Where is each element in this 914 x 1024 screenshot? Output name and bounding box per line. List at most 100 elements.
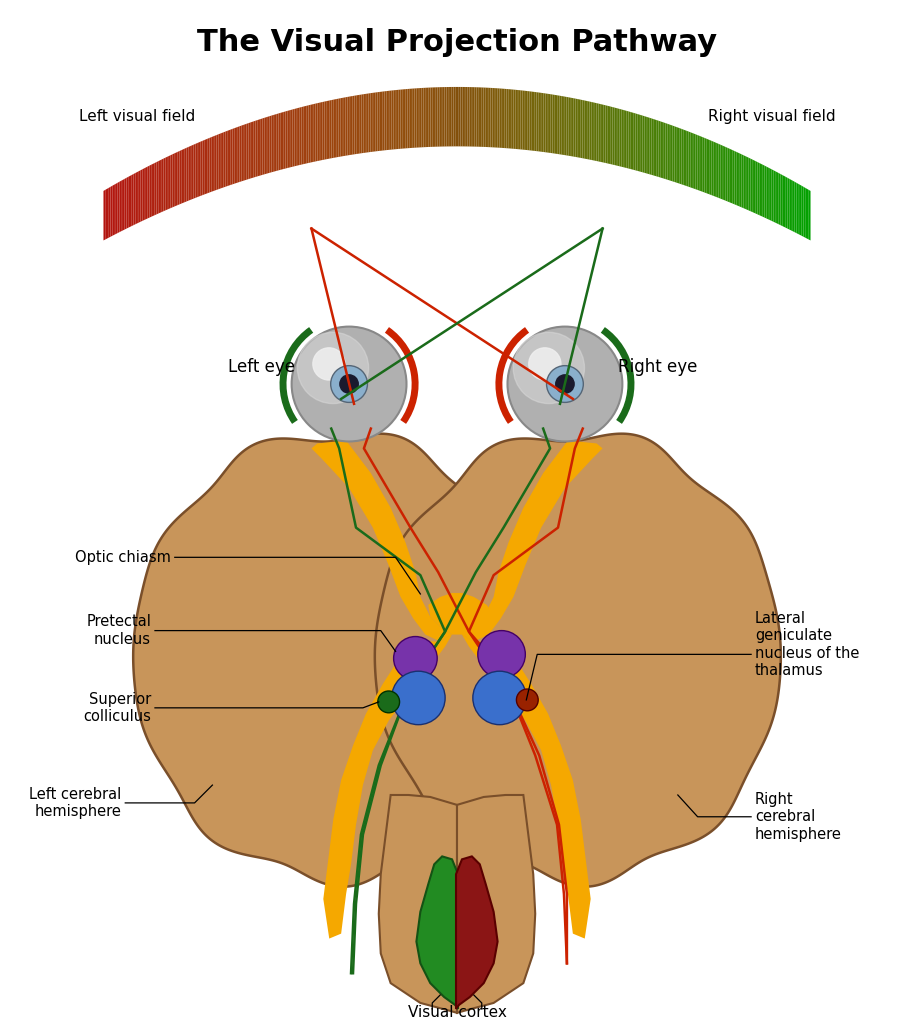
Polygon shape <box>809 189 811 241</box>
Polygon shape <box>650 118 652 175</box>
Polygon shape <box>607 105 609 164</box>
Text: Right
cerebral
hemisphere: Right cerebral hemisphere <box>755 792 842 842</box>
Polygon shape <box>326 100 328 160</box>
Polygon shape <box>496 88 497 147</box>
Polygon shape <box>323 101 324 160</box>
Text: Lateral
geniculate
nucleus of the
thalamus: Lateral geniculate nucleus of the thalam… <box>755 611 859 678</box>
Polygon shape <box>362 94 364 154</box>
Polygon shape <box>794 182 796 233</box>
Polygon shape <box>756 161 758 214</box>
Polygon shape <box>503 89 505 148</box>
Polygon shape <box>800 184 802 236</box>
Polygon shape <box>758 162 760 215</box>
Text: Right visual field: Right visual field <box>707 110 835 124</box>
Polygon shape <box>103 189 105 241</box>
Polygon shape <box>438 87 440 146</box>
Polygon shape <box>473 87 474 146</box>
Polygon shape <box>514 90 515 148</box>
Polygon shape <box>234 128 236 183</box>
Polygon shape <box>204 139 206 195</box>
Polygon shape <box>529 91 531 151</box>
Polygon shape <box>259 119 260 176</box>
Polygon shape <box>236 127 238 183</box>
Polygon shape <box>434 87 436 146</box>
Polygon shape <box>665 123 667 179</box>
Polygon shape <box>485 88 487 147</box>
Polygon shape <box>494 88 496 147</box>
Polygon shape <box>569 97 570 156</box>
Polygon shape <box>292 109 294 167</box>
Polygon shape <box>489 88 491 147</box>
Polygon shape <box>199 141 201 197</box>
Polygon shape <box>765 166 766 218</box>
Polygon shape <box>203 140 204 196</box>
Polygon shape <box>711 141 713 196</box>
Polygon shape <box>358 95 360 154</box>
Polygon shape <box>310 104 312 163</box>
Polygon shape <box>678 128 680 183</box>
Polygon shape <box>586 100 588 160</box>
Circle shape <box>297 333 368 403</box>
Polygon shape <box>256 120 257 177</box>
Polygon shape <box>701 136 703 191</box>
Polygon shape <box>413 88 415 147</box>
Polygon shape <box>241 125 243 181</box>
Text: Optic chiasm: Optic chiasm <box>75 550 171 565</box>
Polygon shape <box>383 91 385 151</box>
Polygon shape <box>151 164 153 217</box>
Polygon shape <box>632 113 633 170</box>
Polygon shape <box>664 123 665 179</box>
Polygon shape <box>344 97 345 156</box>
Polygon shape <box>798 183 800 234</box>
Polygon shape <box>468 87 470 146</box>
Polygon shape <box>556 95 558 154</box>
Polygon shape <box>565 96 567 156</box>
Polygon shape <box>482 87 484 146</box>
Polygon shape <box>561 96 563 155</box>
Polygon shape <box>533 92 535 151</box>
Polygon shape <box>415 88 417 147</box>
Polygon shape <box>135 172 137 224</box>
Polygon shape <box>285 111 287 169</box>
Circle shape <box>514 333 584 403</box>
Polygon shape <box>144 168 146 220</box>
Polygon shape <box>761 164 763 217</box>
Circle shape <box>529 348 561 380</box>
Polygon shape <box>432 87 434 146</box>
Polygon shape <box>417 856 458 1009</box>
Polygon shape <box>400 89 402 148</box>
Polygon shape <box>770 168 771 221</box>
Text: Right eye: Right eye <box>619 358 697 376</box>
Polygon shape <box>448 87 450 146</box>
Polygon shape <box>777 172 779 224</box>
Polygon shape <box>164 158 165 211</box>
Polygon shape <box>345 97 347 156</box>
Text: Left eye: Left eye <box>228 358 295 376</box>
Polygon shape <box>552 94 554 154</box>
Polygon shape <box>120 181 122 232</box>
Polygon shape <box>521 90 523 150</box>
Polygon shape <box>266 117 268 174</box>
Polygon shape <box>171 155 173 208</box>
Polygon shape <box>298 108 300 166</box>
Polygon shape <box>697 135 699 190</box>
Polygon shape <box>114 183 116 234</box>
Polygon shape <box>682 129 684 185</box>
Polygon shape <box>239 126 241 182</box>
Polygon shape <box>752 160 754 213</box>
Polygon shape <box>597 103 599 162</box>
Polygon shape <box>633 113 635 170</box>
Polygon shape <box>593 102 595 161</box>
Polygon shape <box>124 178 126 229</box>
Polygon shape <box>273 115 275 172</box>
Polygon shape <box>254 121 256 177</box>
Polygon shape <box>471 87 473 146</box>
Polygon shape <box>411 88 413 147</box>
Polygon shape <box>462 635 590 939</box>
Polygon shape <box>694 133 696 189</box>
Polygon shape <box>364 94 365 153</box>
Polygon shape <box>122 179 124 230</box>
Text: Visual cortex: Visual cortex <box>408 1006 506 1020</box>
Polygon shape <box>126 177 128 228</box>
Polygon shape <box>718 144 720 199</box>
